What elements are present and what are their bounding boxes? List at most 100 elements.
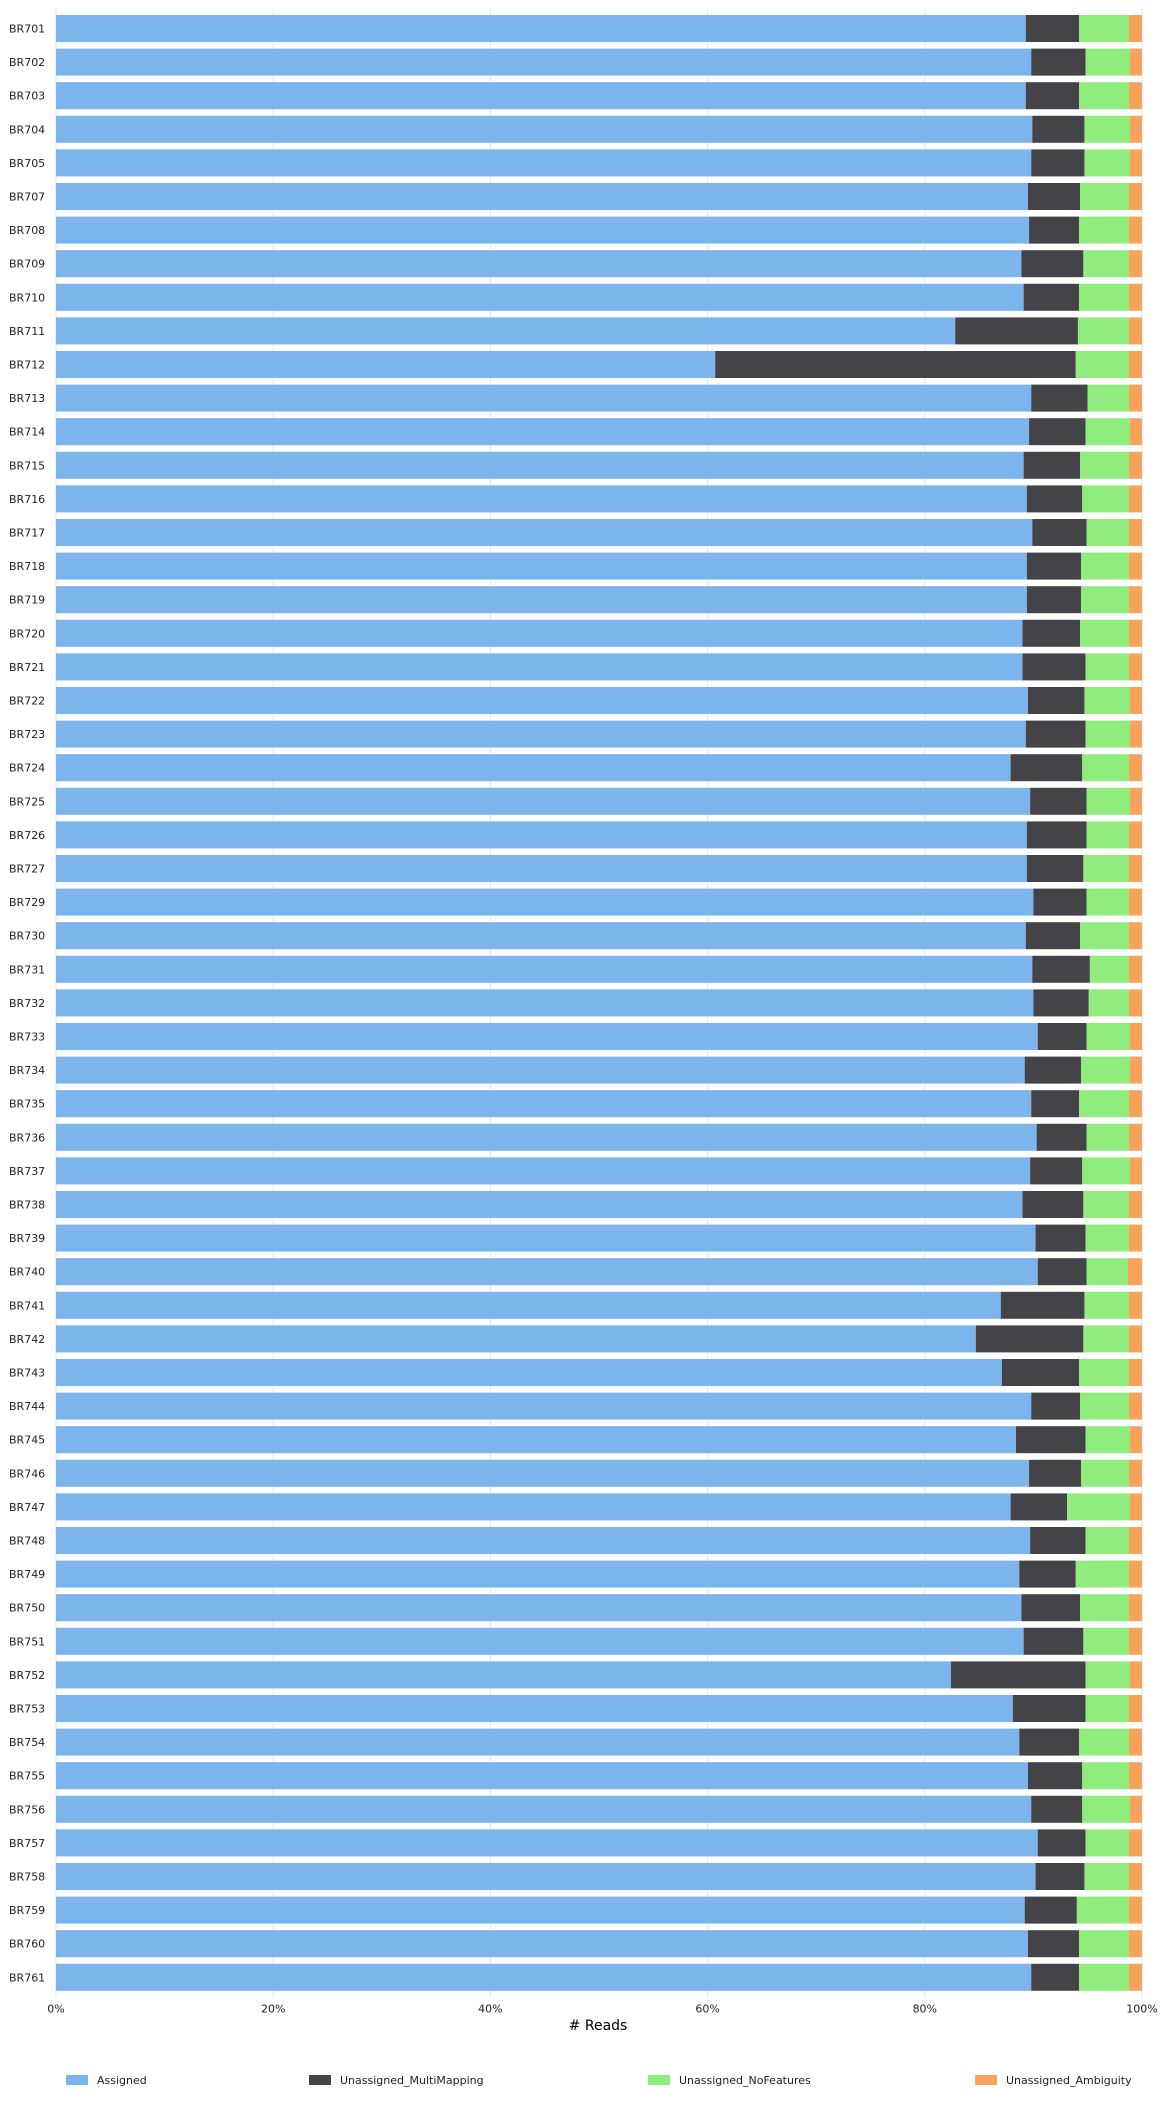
bar-segment-unassigned-multimapping[interactable] xyxy=(1026,586,1082,614)
bar-segment-assigned[interactable] xyxy=(56,1123,1037,1151)
bar-segment-unassigned-ambiguity[interactable] xyxy=(1130,149,1142,177)
bar-segment-unassigned-ambiguity[interactable] xyxy=(1128,1560,1142,1588)
bar-segment-unassigned-multimapping[interactable] xyxy=(1026,821,1087,849)
bar-segment-unassigned-ambiguity[interactable] xyxy=(1128,250,1142,278)
bar-segment-unassigned-ambiguity[interactable] xyxy=(1128,1762,1142,1790)
bar-segment-unassigned-multimapping[interactable] xyxy=(1026,855,1084,882)
bar-segment-unassigned-multimapping[interactable] xyxy=(1037,1829,1086,1857)
bar-segment-unassigned-ambiguity[interactable] xyxy=(1128,1829,1142,1857)
bar-segment-unassigned-multimapping[interactable] xyxy=(1035,1863,1085,1890)
bar-segment-unassigned-nofeatures[interactable] xyxy=(1084,149,1131,177)
bar-segment-unassigned-ambiguity[interactable] xyxy=(1130,1661,1142,1689)
bar-segment-unassigned-nofeatures[interactable] xyxy=(1084,115,1131,143)
bar-segment-assigned[interactable] xyxy=(56,1392,1032,1420)
bar-segment-unassigned-nofeatures[interactable] xyxy=(1082,1795,1131,1823)
bar-segment-assigned[interactable] xyxy=(56,1594,1022,1622)
bar-segment-unassigned-nofeatures[interactable] xyxy=(1085,1224,1129,1252)
bar-segment-unassigned-ambiguity[interactable] xyxy=(1128,1930,1142,1958)
bar-segment-assigned[interactable] xyxy=(56,1661,951,1689)
bar-segment-unassigned-multimapping[interactable] xyxy=(1030,1527,1086,1554)
bar-segment-unassigned-ambiguity[interactable] xyxy=(1128,1359,1142,1386)
bar-segment-assigned[interactable] xyxy=(56,1325,976,1353)
bar-segment-assigned[interactable] xyxy=(56,351,716,378)
bar-segment-unassigned-ambiguity[interactable] xyxy=(1128,1459,1142,1487)
bar-segment-assigned[interactable] xyxy=(56,1896,1025,1924)
bar-segment-unassigned-ambiguity[interactable] xyxy=(1128,922,1142,950)
bar-segment-assigned[interactable] xyxy=(56,384,1032,412)
bar-segment-assigned[interactable] xyxy=(56,1090,1032,1118)
bar-segment-unassigned-multimapping[interactable] xyxy=(1026,552,1082,580)
bar-segment-unassigned-multimapping[interactable] xyxy=(1024,1056,1082,1084)
bar-segment-assigned[interactable] xyxy=(56,586,1027,614)
bar-segment-assigned[interactable] xyxy=(56,552,1027,580)
bar-segment-unassigned-ambiguity[interactable] xyxy=(1128,485,1142,513)
bar-segment-unassigned-nofeatures[interactable] xyxy=(1080,922,1129,950)
bar-segment-assigned[interactable] xyxy=(56,1762,1028,1790)
bar-segment-unassigned-nofeatures[interactable] xyxy=(1081,1459,1129,1487)
bar-segment-unassigned-nofeatures[interactable] xyxy=(1075,1560,1129,1588)
bar-segment-unassigned-ambiguity[interactable] xyxy=(1128,1090,1142,1118)
bar-segment-unassigned-ambiguity[interactable] xyxy=(1128,451,1142,479)
bar-segment-unassigned-nofeatures[interactable] xyxy=(1080,183,1129,210)
bar-segment-unassigned-nofeatures[interactable] xyxy=(1079,1963,1129,1991)
bar-segment-unassigned-ambiguity[interactable] xyxy=(1130,1426,1142,1454)
bar-segment-assigned[interactable] xyxy=(56,1191,1023,1218)
bar-segment-assigned[interactable] xyxy=(56,317,956,345)
bar-segment-unassigned-nofeatures[interactable] xyxy=(1082,754,1129,782)
bar-segment-unassigned-multimapping[interactable] xyxy=(1000,1291,1085,1319)
bar-segment-unassigned-multimapping[interactable] xyxy=(1001,1359,1080,1386)
bar-segment-unassigned-ambiguity[interactable] xyxy=(1128,955,1142,983)
bar-segment-unassigned-ambiguity[interactable] xyxy=(1128,754,1142,782)
bar-segment-unassigned-nofeatures[interactable] xyxy=(1079,283,1129,311)
bar-segment-assigned[interactable] xyxy=(56,1829,1038,1857)
bar-segment-unassigned-nofeatures[interactable] xyxy=(1079,15,1129,42)
bar-segment-assigned[interactable] xyxy=(56,1157,1031,1185)
bar-segment-unassigned-nofeatures[interactable] xyxy=(1082,1762,1129,1790)
bar-segment-unassigned-multimapping[interactable] xyxy=(715,351,1076,378)
bar-segment-unassigned-multimapping[interactable] xyxy=(1012,1695,1086,1722)
bar-segment-unassigned-multimapping[interactable] xyxy=(1031,1090,1080,1118)
bar-segment-unassigned-nofeatures[interactable] xyxy=(1076,1896,1129,1924)
bar-segment-unassigned-nofeatures[interactable] xyxy=(1080,451,1129,479)
bar-segment-unassigned-ambiguity[interactable] xyxy=(1128,1224,1142,1252)
bar-segment-unassigned-nofeatures[interactable] xyxy=(1080,1594,1129,1622)
bar-segment-unassigned-multimapping[interactable] xyxy=(950,1661,1086,1689)
bar-segment-unassigned-multimapping[interactable] xyxy=(1022,653,1086,681)
bar-segment-unassigned-ambiguity[interactable] xyxy=(1128,1896,1142,1924)
bar-segment-unassigned-nofeatures[interactable] xyxy=(1081,552,1129,580)
bar-segment-assigned[interactable] xyxy=(56,1426,1017,1454)
bar-segment-assigned[interactable] xyxy=(56,754,1011,782)
bar-segment-unassigned-multimapping[interactable] xyxy=(1033,989,1089,1017)
bar-segment-assigned[interactable] xyxy=(56,1728,1020,1756)
bar-segment-unassigned-ambiguity[interactable] xyxy=(1130,1795,1142,1823)
bar-segment-unassigned-nofeatures[interactable] xyxy=(1084,1863,1129,1890)
bar-segment-unassigned-ambiguity[interactable] xyxy=(1127,1258,1142,1286)
bar-segment-unassigned-ambiguity[interactable] xyxy=(1128,183,1142,210)
bar-segment-assigned[interactable] xyxy=(56,1863,1036,1890)
bar-segment-unassigned-ambiguity[interactable] xyxy=(1128,1627,1142,1655)
bar-segment-assigned[interactable] xyxy=(56,1291,1001,1319)
bar-segment-unassigned-multimapping[interactable] xyxy=(1016,1426,1086,1454)
bar-segment-assigned[interactable] xyxy=(56,855,1027,882)
legend-label[interactable]: Unassigned_NoFeatures xyxy=(679,2074,811,2087)
bar-segment-unassigned-ambiguity[interactable] xyxy=(1128,1963,1142,1991)
bar-segment-unassigned-multimapping[interactable] xyxy=(1031,149,1085,177)
bar-segment-unassigned-multimapping[interactable] xyxy=(1031,1963,1080,1991)
bar-segment-unassigned-multimapping[interactable] xyxy=(1025,15,1080,42)
bar-segment-unassigned-ambiguity[interactable] xyxy=(1128,855,1142,882)
bar-segment-assigned[interactable] xyxy=(56,1224,1036,1252)
bar-segment-unassigned-ambiguity[interactable] xyxy=(1130,115,1142,143)
bar-segment-unassigned-multimapping[interactable] xyxy=(1010,754,1083,782)
bar-segment-assigned[interactable] xyxy=(56,653,1023,681)
bar-segment-unassigned-ambiguity[interactable] xyxy=(1128,351,1142,378)
bar-segment-unassigned-multimapping[interactable] xyxy=(1027,1930,1080,1958)
bar-segment-unassigned-ambiguity[interactable] xyxy=(1128,989,1142,1017)
bar-segment-assigned[interactable] xyxy=(56,787,1031,815)
bar-segment-unassigned-ambiguity[interactable] xyxy=(1128,15,1142,42)
bar-segment-unassigned-ambiguity[interactable] xyxy=(1130,720,1142,748)
bar-segment-unassigned-ambiguity[interactable] xyxy=(1128,283,1142,311)
bar-segment-assigned[interactable] xyxy=(56,1493,1011,1521)
bar-segment-unassigned-multimapping[interactable] xyxy=(1031,384,1088,412)
bar-segment-unassigned-nofeatures[interactable] xyxy=(1080,1392,1129,1420)
bar-segment-unassigned-multimapping[interactable] xyxy=(1025,82,1080,110)
